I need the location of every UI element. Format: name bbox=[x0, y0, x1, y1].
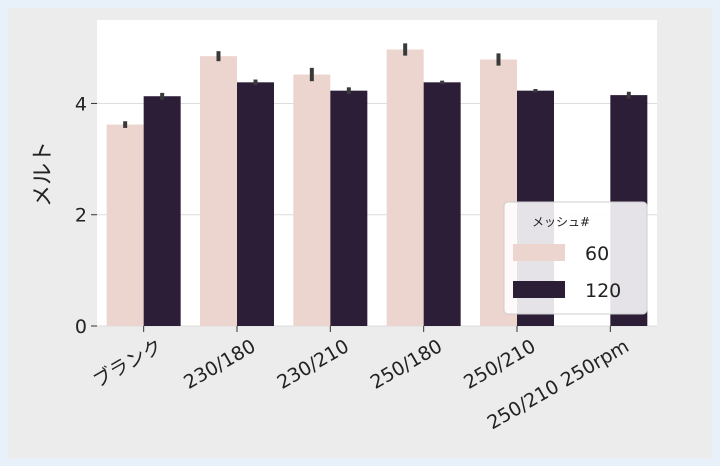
bar-60 bbox=[106, 124, 144, 326]
legend-label-120: 120 bbox=[585, 280, 621, 302]
chart-frame: 0 2 4 ブランク 230/180 230/210 250/180 250/210 250/2… bbox=[8, 8, 712, 458]
bar-60 bbox=[293, 74, 331, 326]
y-tick-label: 0 bbox=[75, 316, 87, 338]
bar-120 bbox=[143, 96, 181, 326]
bar-60 bbox=[386, 49, 424, 326]
bar-120 bbox=[423, 82, 461, 326]
x-tick-label: 250/180 bbox=[367, 335, 446, 394]
y-axis-label: メルト bbox=[31, 141, 56, 207]
legend-title: メッシュ# bbox=[532, 215, 590, 229]
x-tick-label: 250/210 bbox=[460, 335, 539, 394]
legend-swatch-60 bbox=[513, 244, 565, 261]
legend-label-60: 60 bbox=[585, 243, 609, 265]
y-tick-label: 2 bbox=[75, 205, 87, 227]
bar-120 bbox=[237, 82, 274, 326]
bar-60 bbox=[200, 56, 237, 326]
y-tick-label: 4 bbox=[75, 93, 87, 115]
bar-120 bbox=[330, 90, 368, 327]
x-tick-label: 230/210 bbox=[273, 335, 352, 394]
x-tick-label: 230/180 bbox=[180, 335, 259, 394]
x-tick-label: ブランク bbox=[89, 334, 166, 392]
legend-swatch-120 bbox=[513, 281, 565, 298]
legend: メッシュ# 60 120 bbox=[503, 201, 648, 315]
